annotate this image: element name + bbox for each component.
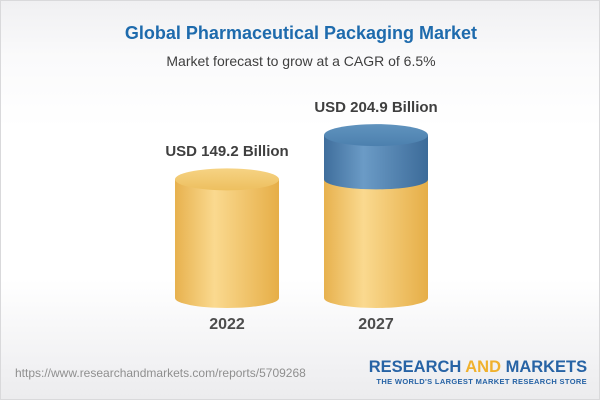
logo-word-research: RESEARCH: [368, 357, 462, 376]
logo-tagline: THE WORLD'S LARGEST MARKET RESEARCH STOR…: [376, 377, 587, 386]
logo-wordmark: RESEARCH AND MARKETS: [369, 358, 587, 375]
cylinder-bar-chart: [175, 124, 428, 308]
cylinder-2027: [324, 124, 428, 308]
logo-word-markets: MARKETS: [505, 357, 587, 376]
page-subtitle: Market forecast to grow at a CAGR of 6.5…: [166, 53, 436, 69]
x-axis-label-2022: 2022: [209, 316, 245, 333]
cylinder-2022: [175, 168, 279, 308]
logo-word-and: AND: [465, 357, 501, 376]
report-url: https://www.researchandmarkets.com/repor…: [15, 366, 306, 380]
research-and-markets-logo: RESEARCH AND MARKETS THE WORLD'S LARGEST…: [362, 358, 587, 386]
x-axis-label-2027: 2027: [358, 316, 394, 333]
bar-value-label-2022: USD 149.2 Billion: [165, 143, 289, 160]
page-title: Global Pharmaceutical Packaging Market: [124, 23, 478, 43]
bar-value-label-2027: USD 204.9 Billion: [314, 99, 438, 116]
